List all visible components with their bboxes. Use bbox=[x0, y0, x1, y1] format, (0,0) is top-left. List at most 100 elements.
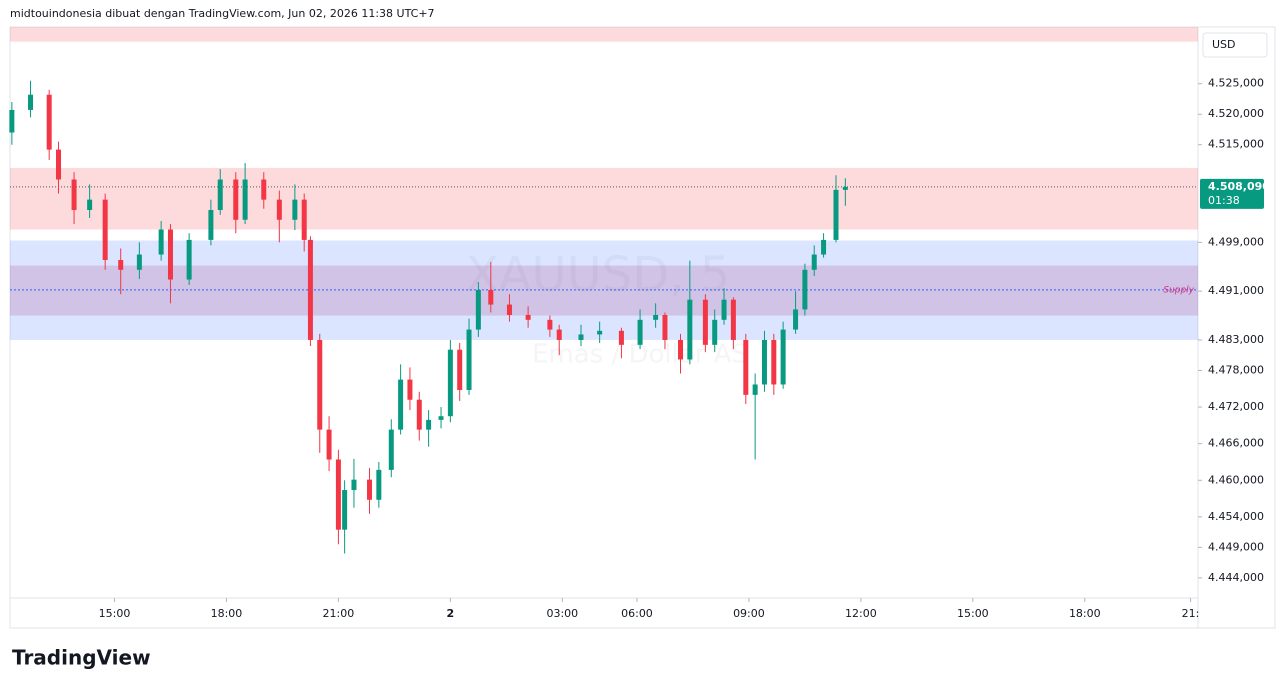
y-tick-label: 4.515,000 bbox=[1208, 138, 1264, 151]
candle-body bbox=[102, 199, 108, 261]
candle-body bbox=[743, 339, 749, 395]
y-tick-label: 4.491,000 bbox=[1208, 284, 1264, 297]
watermark: XAUUSD, 5 bbox=[466, 247, 730, 303]
candle-body bbox=[208, 210, 214, 240]
y-tick-label: 4.499,000 bbox=[1208, 235, 1264, 248]
candle-body bbox=[525, 314, 531, 320]
x-tick-label: 21:00 bbox=[323, 607, 355, 620]
candle-body bbox=[186, 239, 192, 280]
candle-body bbox=[730, 299, 736, 340]
candle-body bbox=[475, 289, 481, 330]
candle-body bbox=[506, 304, 512, 315]
logo: TradingView bbox=[12, 646, 151, 670]
candle-body bbox=[217, 179, 223, 211]
candle-body bbox=[388, 429, 394, 470]
candle-body bbox=[771, 339, 777, 385]
supply-label: Supply bbox=[1163, 285, 1194, 295]
candle-body bbox=[46, 94, 52, 150]
candle-body bbox=[56, 149, 62, 180]
candle-body bbox=[811, 254, 817, 270]
candle-body bbox=[233, 179, 239, 220]
candle-body bbox=[752, 384, 758, 395]
y-tick-label: 4.449,000 bbox=[1208, 540, 1264, 553]
candle-body bbox=[87, 199, 93, 211]
currency: USD bbox=[1212, 38, 1236, 51]
candle-body bbox=[242, 179, 248, 220]
candle-body bbox=[426, 419, 432, 430]
candle-body bbox=[71, 179, 77, 211]
y-tick-label: 4.520,000 bbox=[1208, 107, 1264, 120]
candle-body bbox=[821, 239, 827, 255]
candle-body bbox=[351, 479, 357, 491]
candle-body bbox=[301, 199, 307, 240]
caption: midtouindonesia dibuat dengan TradingVie… bbox=[10, 7, 435, 20]
y-tick-label: 4.460,000 bbox=[1208, 473, 1264, 486]
x-tick-label: 09:00 bbox=[733, 607, 765, 620]
candle-body bbox=[678, 339, 684, 360]
x-tick-label: 03:00 bbox=[546, 607, 578, 620]
candle-body bbox=[761, 339, 767, 385]
x-tick-label: 21: bbox=[1182, 607, 1200, 620]
candle-body bbox=[702, 299, 708, 345]
y-tick-label: 4.472,000 bbox=[1208, 400, 1264, 413]
candle-body bbox=[618, 330, 624, 345]
last-price-box bbox=[1200, 178, 1264, 209]
candle-body bbox=[721, 299, 727, 320]
countdown: 01:38 bbox=[1208, 194, 1240, 207]
candle-body bbox=[317, 339, 323, 430]
candle-body bbox=[367, 479, 373, 500]
last-price-label: 4.508,090 bbox=[1208, 180, 1270, 193]
candle-body bbox=[158, 229, 164, 255]
candle-body bbox=[556, 329, 562, 340]
candle-body bbox=[597, 330, 603, 335]
candle-body bbox=[687, 299, 693, 360]
y-tick-label: 4.478,000 bbox=[1208, 363, 1264, 376]
candle-body bbox=[447, 349, 453, 417]
candle-body bbox=[802, 269, 808, 310]
candle-body bbox=[466, 329, 472, 390]
candle-body bbox=[326, 429, 332, 460]
candle-body bbox=[307, 239, 313, 340]
candle-body bbox=[261, 179, 267, 200]
candle-body bbox=[637, 319, 643, 345]
candle-body bbox=[780, 329, 786, 385]
candle-body bbox=[398, 379, 404, 430]
x-tick-label: 18:00 bbox=[211, 607, 243, 620]
zone bbox=[10, 27, 1198, 42]
candle-body bbox=[833, 189, 839, 240]
x-tick-label: 06:00 bbox=[621, 607, 653, 620]
candle-body bbox=[653, 314, 659, 320]
candle-body bbox=[842, 186, 848, 190]
candle-body bbox=[292, 199, 298, 220]
y-tick-label: 4.444,000 bbox=[1208, 571, 1264, 584]
x-tick-label: 15:00 bbox=[99, 607, 131, 620]
y-tick-label: 4.525,000 bbox=[1208, 77, 1264, 90]
candle-body bbox=[438, 416, 444, 420]
x-tick-label: 12:00 bbox=[845, 607, 877, 620]
y-tick-label: 4.466,000 bbox=[1208, 437, 1264, 450]
x-tick-label: 2 bbox=[447, 607, 455, 620]
candle-body bbox=[488, 289, 494, 305]
candle-body bbox=[342, 490, 348, 530]
zone bbox=[10, 265, 1198, 316]
y-tick-label: 4.454,000 bbox=[1208, 510, 1264, 523]
candle-body bbox=[167, 229, 173, 280]
zone bbox=[10, 167, 1198, 230]
frame bbox=[9, 26, 1276, 629]
x-tick-label: 15:00 bbox=[957, 607, 989, 620]
candle-body bbox=[335, 459, 341, 530]
candle-body bbox=[118, 260, 124, 270]
currency-box[interactable] bbox=[1202, 32, 1268, 58]
y-tick-label: 4.483,000 bbox=[1208, 333, 1264, 346]
candle-body bbox=[662, 314, 668, 340]
candle-body bbox=[276, 199, 282, 220]
candle-body bbox=[136, 254, 142, 270]
candle-body bbox=[376, 469, 382, 500]
candle-body bbox=[578, 334, 584, 340]
candle-body bbox=[793, 309, 799, 330]
candle-body bbox=[547, 319, 553, 330]
x-tick-label: 18:00 bbox=[1069, 607, 1101, 620]
candle-body bbox=[457, 349, 463, 390]
